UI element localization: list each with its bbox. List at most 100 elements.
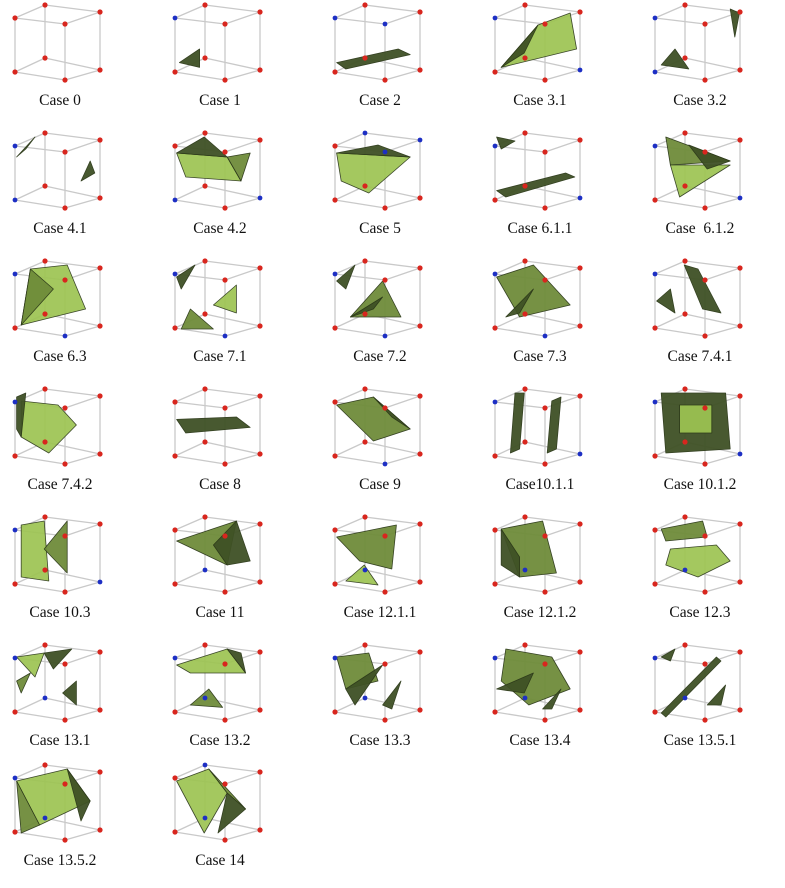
red-vertex xyxy=(682,311,688,317)
red-vertex xyxy=(257,137,263,143)
isosurface-face xyxy=(16,652,45,678)
cube-edge xyxy=(14,327,66,337)
red-vertex xyxy=(332,581,338,587)
isosurface-face xyxy=(660,48,690,70)
cube-edge xyxy=(14,57,46,73)
cube-edge xyxy=(44,817,101,831)
case-label: Case 13.1 xyxy=(29,732,91,749)
case-cell: Case 7.2 xyxy=(320,256,440,384)
red-vertex xyxy=(382,277,388,283)
red-vertex xyxy=(172,399,178,405)
blue-vertex xyxy=(202,695,208,701)
isosurface-face xyxy=(16,136,36,158)
cube-diagram xyxy=(652,2,743,83)
isosurface-face xyxy=(178,48,200,68)
cube-edge xyxy=(654,17,706,25)
red-vertex xyxy=(42,514,48,520)
red-vertex xyxy=(382,717,388,723)
red-vertex xyxy=(222,589,228,595)
red-vertex xyxy=(332,143,338,149)
cube-edge xyxy=(494,388,526,403)
cube-edge xyxy=(494,199,546,209)
isosurface-face xyxy=(546,396,562,454)
case-label: Case 9 xyxy=(359,476,401,493)
cube-edge xyxy=(334,260,366,275)
case-cell: Case 3.1 xyxy=(480,0,600,128)
blue-vertex xyxy=(652,399,658,405)
cube-edge xyxy=(174,132,206,147)
red-vertex xyxy=(702,533,708,539)
red-vertex xyxy=(577,707,583,713)
red-vertex xyxy=(417,707,423,713)
red-vertex xyxy=(257,323,263,329)
isosurface-face xyxy=(500,648,571,706)
cube-edge xyxy=(174,401,226,409)
cube-edge xyxy=(204,644,261,653)
cube-edge xyxy=(334,441,366,457)
isosurface-face xyxy=(20,520,50,582)
cube-edge xyxy=(684,516,741,525)
cube-edge xyxy=(14,764,46,779)
case-cell: Case 12.1.2 xyxy=(480,512,600,640)
blue-vertex xyxy=(62,333,68,339)
cube-diagram xyxy=(492,642,583,723)
cube-edge xyxy=(224,581,261,593)
case-cell: Case 10.1.2 xyxy=(640,384,760,512)
cube-edge xyxy=(204,185,261,199)
red-vertex xyxy=(652,581,658,587)
blue-vertex xyxy=(172,15,178,21)
cube-edge xyxy=(364,388,421,397)
blue-vertex xyxy=(12,197,18,203)
red-vertex xyxy=(542,661,548,667)
cube-edge xyxy=(224,69,261,81)
red-vertex xyxy=(417,9,423,15)
red-vertex xyxy=(62,589,68,595)
red-vertex xyxy=(332,527,338,533)
blue-vertex xyxy=(172,655,178,661)
case-label: Case 4.2 xyxy=(193,220,247,237)
blue-vertex xyxy=(332,655,338,661)
case-cell: Case 6.1.2 xyxy=(640,128,760,256)
red-vertex xyxy=(542,277,548,283)
blue-vertex xyxy=(682,695,688,701)
cube-edge xyxy=(704,523,741,537)
isosurface-face xyxy=(217,792,246,834)
red-vertex xyxy=(522,55,528,61)
cube-edge xyxy=(384,453,421,465)
cube-edge xyxy=(654,327,706,337)
cube-edge xyxy=(174,441,206,457)
cube-diagram xyxy=(12,258,103,339)
cube-edge xyxy=(544,453,581,465)
case-label: Case 7.3 xyxy=(513,348,567,365)
cube-edge xyxy=(704,139,741,153)
case-cell: Case 3.2 xyxy=(640,0,760,128)
cube-diagram xyxy=(172,2,263,83)
case-label: Case 3.2 xyxy=(673,92,727,109)
red-vertex xyxy=(12,453,18,459)
case-label: Case 13.3 xyxy=(349,732,411,749)
red-vertex xyxy=(42,183,48,189)
red-vertex xyxy=(222,77,228,83)
cube-edge xyxy=(494,327,546,337)
blue-vertex xyxy=(97,579,103,585)
case-cell: Case 12.3 xyxy=(640,512,760,640)
case-cell: Case10.1.1 xyxy=(480,384,600,512)
blue-vertex xyxy=(492,271,498,277)
cube-diagram xyxy=(12,642,103,723)
blue-vertex xyxy=(522,567,528,573)
isosurface-face xyxy=(176,768,228,834)
red-vertex xyxy=(97,707,103,713)
cube-edge xyxy=(704,453,741,465)
cube-edge xyxy=(684,57,741,71)
blue-vertex xyxy=(12,143,18,149)
cube-edge xyxy=(174,569,206,585)
cube-edge xyxy=(64,325,101,337)
red-vertex xyxy=(222,781,228,787)
cube-edge xyxy=(384,325,421,337)
cube-edge xyxy=(494,583,546,593)
blue-vertex xyxy=(577,195,583,201)
isosurface-face xyxy=(496,264,571,318)
cube-edge xyxy=(44,4,101,13)
case-label: Case 12.3 xyxy=(669,604,731,621)
